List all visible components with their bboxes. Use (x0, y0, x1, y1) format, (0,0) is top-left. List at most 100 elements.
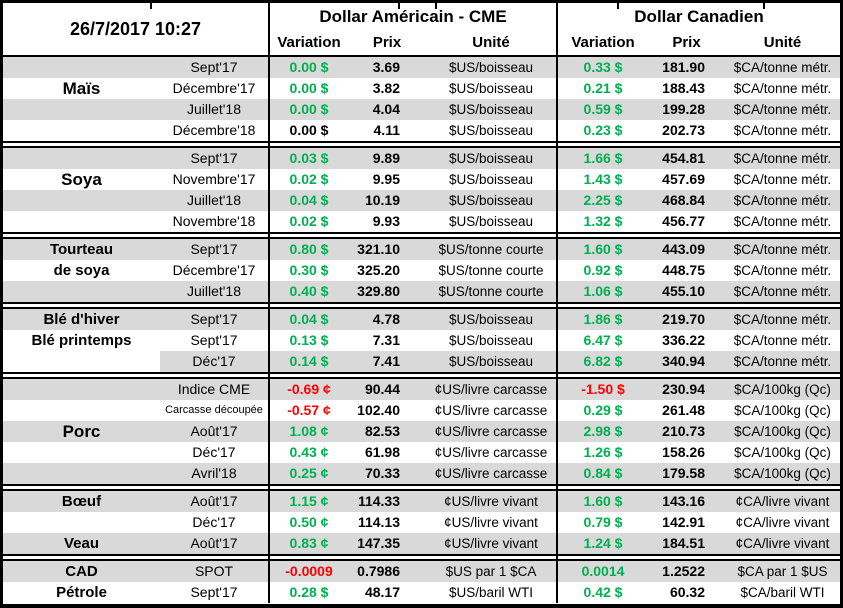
ca-unit-label: $CA/tonne métr. (733, 102, 832, 117)
us-unit-label: ¢US/livre vivant (444, 515, 538, 530)
section-separator (3, 141, 840, 148)
ca-variation-value: 0.0014 (556, 561, 648, 582)
ca-unite-column-header: Unité (763, 34, 802, 51)
commodity-label: Blé d'hiver (43, 311, 120, 328)
commodity-label (3, 211, 160, 232)
ca-unit-label: $CA/tonne métr. (733, 242, 832, 257)
separator-gridline (268, 556, 270, 559)
commodity-section: Tourteau Sept'17 0.80 $ 321.10 $US/tonne cou… (3, 239, 840, 302)
contract-month: Décembre'17 (172, 262, 256, 278)
table-row: Juillet'18 0.00 $ 4.04 $US/boisseau 0.59 $ 19… (3, 99, 840, 120)
contract-month: SPOT (194, 563, 234, 579)
ca-unit-label: $CA/tonne métr. (733, 151, 832, 166)
ca-unit-label: $CA/tonne métr. (733, 60, 832, 75)
contract-month: Décembre'17 (172, 80, 256, 96)
ca-variation-value: 1.32 $ (556, 211, 648, 232)
contract-month: Déc'17 (192, 444, 236, 460)
us-price-value: 321.10 (357, 241, 400, 257)
us-unit-label: $US/boisseau (448, 193, 534, 208)
ca-price-value: 448.75 (662, 262, 705, 278)
ca-price-value: 60.32 (669, 584, 705, 600)
table-row: Sept'17 0.00 $ 3.69 $US/boisseau 0.33 $ 181.9… (3, 57, 840, 78)
gridline-tick (617, 3, 619, 9)
us-price-value: 70.33 (364, 465, 400, 481)
table-row: CAD SPOT -0.0009 0.7986 $US par 1 $CA 0.0014 1… (3, 561, 840, 582)
table-row: Porc Août'17 1.08 ¢ 82.53 ¢US/livre carcasse… (3, 421, 840, 442)
us-price-value: 9.95 (372, 171, 400, 187)
ca-variation-value: 1.86 $ (556, 309, 648, 330)
contract-month: Déc'17 (192, 353, 236, 369)
us-variation-value: 0.03 $ (268, 148, 348, 169)
us-price-value: 61.98 (364, 444, 400, 460)
table-row: Bœuf Août'17 1.15 ¢ 114.33 ¢US/livre vivant 1… (3, 491, 840, 512)
commodity-label: Soya (61, 170, 102, 189)
commodity-section: Blé d'hiver Sept'17 0.04 $ 4.78 $US/boisseau… (3, 309, 840, 372)
commodity-label: Porc (62, 422, 101, 441)
ca-unit-label: $CA/baril WTI (740, 585, 825, 600)
us-price-value: 82.53 (364, 423, 400, 439)
ca-variation-value: 1.24 $ (556, 533, 648, 554)
separator-gridline (268, 234, 270, 237)
us-variation-value: 1.08 ¢ (268, 421, 348, 442)
separator-gridline (556, 556, 558, 559)
ca-price-value: 181.90 (662, 59, 705, 75)
table-row: Déc'17 0.50 ¢ 114.13 ¢US/livre vivant 0.79 $… (3, 512, 840, 533)
us-price-value: 325.20 (357, 262, 400, 278)
contract-month: Décembre'18 (172, 122, 256, 138)
ca-variation-value: 2.25 $ (556, 190, 648, 211)
ca-unit-label: $CA/tonne métr. (733, 172, 832, 187)
ca-unit-label: $CA/tonne métr. (733, 214, 832, 229)
ca-unit-label: $CA/tonne métr. (733, 354, 832, 369)
contract-month: Avril'18 (191, 465, 237, 481)
contract-month: Sept'17 (190, 59, 238, 75)
separator-gridline (268, 304, 270, 307)
ca-price-value: 142.91 (662, 514, 705, 530)
ca-variation-value: -1.50 $ (556, 379, 648, 400)
ca-price-value: 202.73 (662, 122, 705, 138)
commodity-label (3, 463, 160, 484)
commodity-section: Bœuf Août'17 1.15 ¢ 114.33 ¢US/livre vivant 1… (3, 491, 840, 554)
us-unit-label: $US/boisseau (448, 151, 534, 166)
ca-unit-label: $CA/tonne métr. (733, 312, 832, 327)
commodity-label (3, 57, 160, 78)
ca-unit-label: $CA/100kg (Qc) (734, 382, 831, 397)
commodity-label (3, 148, 160, 169)
ca-price-value: 230.94 (662, 381, 705, 397)
commodity-label (3, 512, 160, 533)
us-price-value: 114.33 (357, 493, 400, 509)
ca-unit-label: $CA/tonne métr. (733, 123, 832, 138)
table-row: Novembre'18 0.02 $ 9.93 $US/boisseau 1.32 $ 4… (3, 211, 840, 232)
us-price-value: 0.7986 (357, 563, 400, 579)
us-variation-value: 0.04 $ (268, 190, 348, 211)
us-price-value: 114.13 (357, 514, 400, 530)
commodity-label: CAD (65, 563, 98, 580)
us-variation-value: 0.83 ¢ (268, 533, 348, 554)
ca-unit-label: $CA/tonne métr. (733, 284, 832, 299)
commodity-label: Pétrole (56, 584, 107, 601)
ca-variation-value: 6.47 $ (556, 330, 648, 351)
us-variation-value: 0.28 $ (268, 582, 348, 603)
ca-variation-value: 0.92 $ (556, 260, 648, 281)
table-row: Avril'18 0.25 ¢ 70.33 ¢US/livre carcasse 0.8… (3, 463, 840, 484)
us-variation-value: 0.00 $ (268, 120, 348, 141)
ca-price-value: 443.09 (662, 241, 705, 257)
ca-variation-value: 6.82 $ (556, 351, 648, 372)
ca-price-value: 468.84 (662, 192, 705, 208)
ca-price-value: 199.28 (662, 101, 705, 117)
us-price-value: 3.82 (372, 80, 400, 96)
ca-variation-value: 0.59 $ (556, 99, 648, 120)
us-unit-label: $US/boisseau (448, 123, 534, 138)
section-separator (3, 372, 840, 379)
table-row: Veau Août'17 0.83 ¢ 147.35 ¢US/livre vivant 1… (3, 533, 840, 554)
ca-unit-label: $CA/tonne métr. (733, 333, 832, 348)
contract-month: Sept'17 (190, 241, 238, 257)
us-variation-value: 0.13 $ (268, 330, 348, 351)
contract-month: Déc'17 (192, 514, 236, 530)
table-header: 26/7/2017 10:27 Dollar Américain - CME D… (3, 3, 840, 57)
ca-unit-label: ¢CA/livre vivant (735, 536, 830, 551)
ca-variation-value: 1.60 $ (556, 491, 648, 512)
us-unit-label: ¢US/livre vivant (444, 494, 538, 509)
separator-gridline (556, 234, 558, 237)
commodity-label: Maïs (62, 79, 101, 98)
